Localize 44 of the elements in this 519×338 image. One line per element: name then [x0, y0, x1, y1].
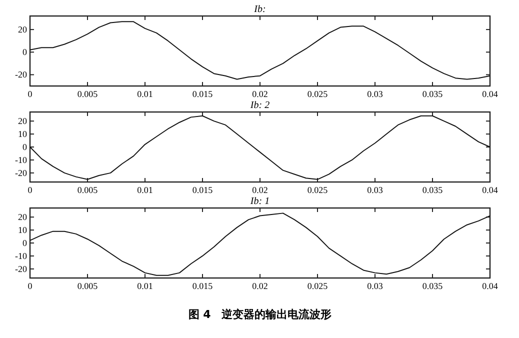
x-tick-label: 0.03 [367, 281, 384, 291]
x-tick-label: 0.015 [192, 185, 214, 195]
x-tick-label: 0.02 [252, 281, 268, 291]
y-tick-label: -10 [15, 154, 28, 165]
x-tick-label: 0.025 [307, 89, 328, 99]
y-tick-label: -10 [15, 250, 28, 261]
y-tick-label: 10 [18, 225, 28, 236]
x-tick-label: 0.01 [137, 185, 153, 195]
x-tick-label: 0.04 [482, 185, 498, 195]
y-tick-label: 0 [22, 142, 28, 152]
chart-title: Ib: 2 [249, 100, 270, 111]
y-tick-label: 20 [18, 24, 28, 35]
y-tick-label: 10 [18, 129, 28, 140]
y-tick-label: -20 [15, 70, 28, 80]
x-tick-label: 0.01 [137, 89, 153, 99]
x-tick-label: 0.02 [252, 89, 268, 99]
line-series [30, 115, 490, 180]
chart-title: Ib: [253, 4, 266, 15]
y-tick-label: -20 [15, 168, 28, 178]
x-tick-label: 0.04 [482, 281, 498, 291]
chart-title: Ib: 1 [249, 196, 270, 207]
line-series [30, 21, 490, 80]
x-tick-label: 0.025 [307, 281, 328, 291]
x-tick-label: 0.025 [307, 185, 328, 195]
y-tick-label: 20 [18, 116, 28, 126]
x-tick-label: 0.035 [422, 281, 444, 291]
line-series [30, 212, 490, 276]
x-tick-label: 0.005 [77, 89, 98, 99]
x-tick-label: 0.005 [77, 185, 98, 195]
x-tick-label: 0.03 [367, 185, 384, 195]
x-tick-label: 0.035 [422, 89, 444, 99]
y-tick-label: 0 [22, 47, 28, 58]
x-tick-label: 0.015 [192, 281, 214, 291]
x-tick-label: 0.04 [482, 89, 498, 99]
x-tick-label: 0.035 [422, 185, 444, 195]
caption: 图 4 逆变器的输出电流波形 [188, 308, 332, 321]
x-tick-label: 0.01 [137, 281, 153, 291]
y-tick-label: 20 [18, 212, 28, 222]
y-tick-label: 0 [22, 238, 28, 248]
x-tick-label: 0.03 [367, 89, 384, 99]
x-tick-label: 0.02 [252, 185, 268, 195]
x-tick-label: 0.005 [77, 281, 98, 291]
x-tick-label: 0.015 [192, 89, 214, 99]
y-tick-label: -20 [15, 264, 28, 274]
